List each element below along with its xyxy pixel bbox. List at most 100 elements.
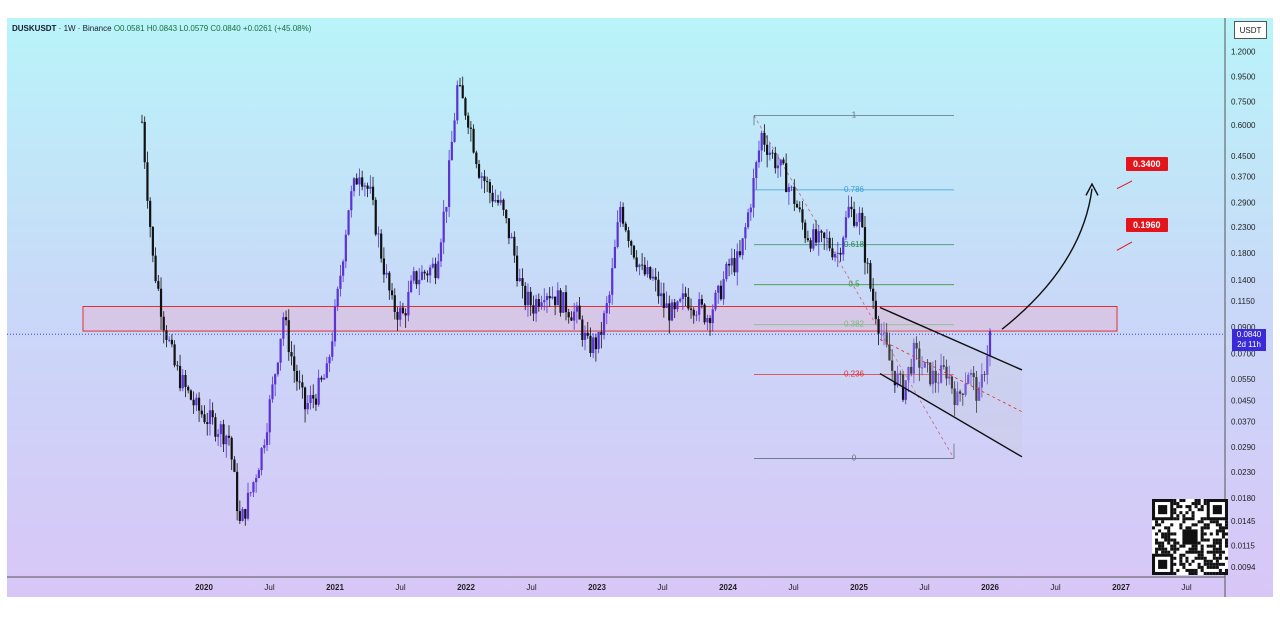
candle[interactable] xyxy=(795,200,799,208)
candle[interactable] xyxy=(168,336,171,343)
candle[interactable] xyxy=(861,207,864,228)
candle[interactable] xyxy=(600,321,603,349)
candle[interactable] xyxy=(874,291,877,324)
candle[interactable] xyxy=(679,297,682,303)
candle[interactable] xyxy=(608,291,611,314)
candle[interactable] xyxy=(978,381,981,402)
candle[interactable] xyxy=(948,365,951,385)
candle[interactable] xyxy=(823,231,826,250)
candle[interactable] xyxy=(366,182,369,198)
candle[interactable] xyxy=(282,312,285,346)
candle[interactable] xyxy=(836,241,839,268)
candle[interactable] xyxy=(325,356,328,379)
candle[interactable] xyxy=(567,308,570,324)
candle[interactable] xyxy=(456,80,459,125)
candle[interactable] xyxy=(733,249,736,276)
candle[interactable] xyxy=(404,308,407,328)
candle[interactable] xyxy=(768,142,771,161)
candle[interactable] xyxy=(953,381,956,416)
candle[interactable] xyxy=(665,291,668,309)
candle[interactable] xyxy=(684,286,687,306)
candle[interactable] xyxy=(703,303,706,325)
candle[interactable] xyxy=(276,361,279,377)
candle[interactable] xyxy=(412,266,415,284)
candle[interactable] xyxy=(641,253,644,271)
candle[interactable] xyxy=(477,159,481,180)
candle[interactable] xyxy=(154,247,157,284)
candle[interactable] xyxy=(377,226,380,248)
candle[interactable] xyxy=(771,149,774,159)
candle[interactable] xyxy=(464,96,467,120)
candle[interactable] xyxy=(673,298,676,318)
candle[interactable] xyxy=(159,277,163,330)
candle[interactable] xyxy=(480,172,483,189)
candle[interactable] xyxy=(589,327,592,357)
candle[interactable] xyxy=(776,154,780,179)
candle[interactable] xyxy=(986,345,989,385)
candle[interactable] xyxy=(564,285,568,321)
candle[interactable] xyxy=(271,376,274,403)
candle[interactable] xyxy=(140,114,144,124)
candle[interactable] xyxy=(959,389,962,402)
candle[interactable] xyxy=(146,151,149,209)
candle[interactable] xyxy=(727,258,731,277)
candle[interactable] xyxy=(654,267,657,292)
candle[interactable] xyxy=(382,247,385,283)
candle[interactable] xyxy=(801,200,804,230)
candle[interactable] xyxy=(741,238,744,260)
candle[interactable] xyxy=(828,231,831,252)
candle[interactable] xyxy=(521,268,524,299)
candle[interactable] xyxy=(904,380,907,405)
candle[interactable] xyxy=(855,213,858,228)
candle[interactable] xyxy=(545,292,549,313)
candle[interactable] xyxy=(162,311,165,344)
candle[interactable] xyxy=(380,229,383,263)
candle[interactable] xyxy=(363,182,366,197)
candle[interactable] xyxy=(839,247,842,262)
candle[interactable] xyxy=(431,257,434,269)
candle[interactable] xyxy=(507,218,511,245)
candle[interactable] xyxy=(230,436,233,471)
candle[interactable] xyxy=(760,130,763,162)
candle[interactable] xyxy=(790,185,793,192)
candle[interactable] xyxy=(415,270,418,289)
candle[interactable] xyxy=(766,135,769,168)
candle[interactable] xyxy=(249,491,252,497)
candle[interactable] xyxy=(309,385,312,410)
candle[interactable] xyxy=(749,203,752,221)
candle[interactable] xyxy=(434,257,437,285)
candle[interactable] xyxy=(437,253,440,280)
candle[interactable] xyxy=(374,197,377,237)
candle[interactable] xyxy=(176,360,179,371)
candle[interactable] xyxy=(559,287,562,317)
candle[interactable] xyxy=(624,221,627,233)
candle[interactable] xyxy=(390,282,394,300)
candle[interactable] xyxy=(483,169,486,194)
candle[interactable] xyxy=(513,231,516,263)
candle[interactable] xyxy=(488,178,491,204)
candle[interactable] xyxy=(910,358,913,377)
candle[interactable] xyxy=(358,168,361,196)
channel-lower-line[interactable] xyxy=(879,372,1023,458)
candle[interactable] xyxy=(597,332,600,354)
candle[interactable] xyxy=(602,310,606,340)
candle[interactable] xyxy=(926,358,929,373)
candle[interactable] xyxy=(660,282,663,306)
candle[interactable] xyxy=(774,146,777,174)
candle[interactable] xyxy=(257,468,260,479)
candle[interactable] xyxy=(719,280,723,301)
candle[interactable] xyxy=(814,220,818,247)
candle[interactable] xyxy=(730,248,733,275)
candle[interactable] xyxy=(317,369,320,407)
candle[interactable] xyxy=(613,239,617,269)
candle[interactable] xyxy=(222,419,225,452)
candle[interactable] xyxy=(573,302,576,330)
candle[interactable] xyxy=(722,271,725,305)
candle[interactable] xyxy=(157,275,160,292)
candle[interactable] xyxy=(244,508,247,526)
candle[interactable] xyxy=(961,392,964,406)
candle[interactable] xyxy=(540,295,543,310)
resistance-zone[interactable] xyxy=(82,305,1118,332)
candle[interactable] xyxy=(605,296,608,325)
candle[interactable] xyxy=(238,500,241,524)
